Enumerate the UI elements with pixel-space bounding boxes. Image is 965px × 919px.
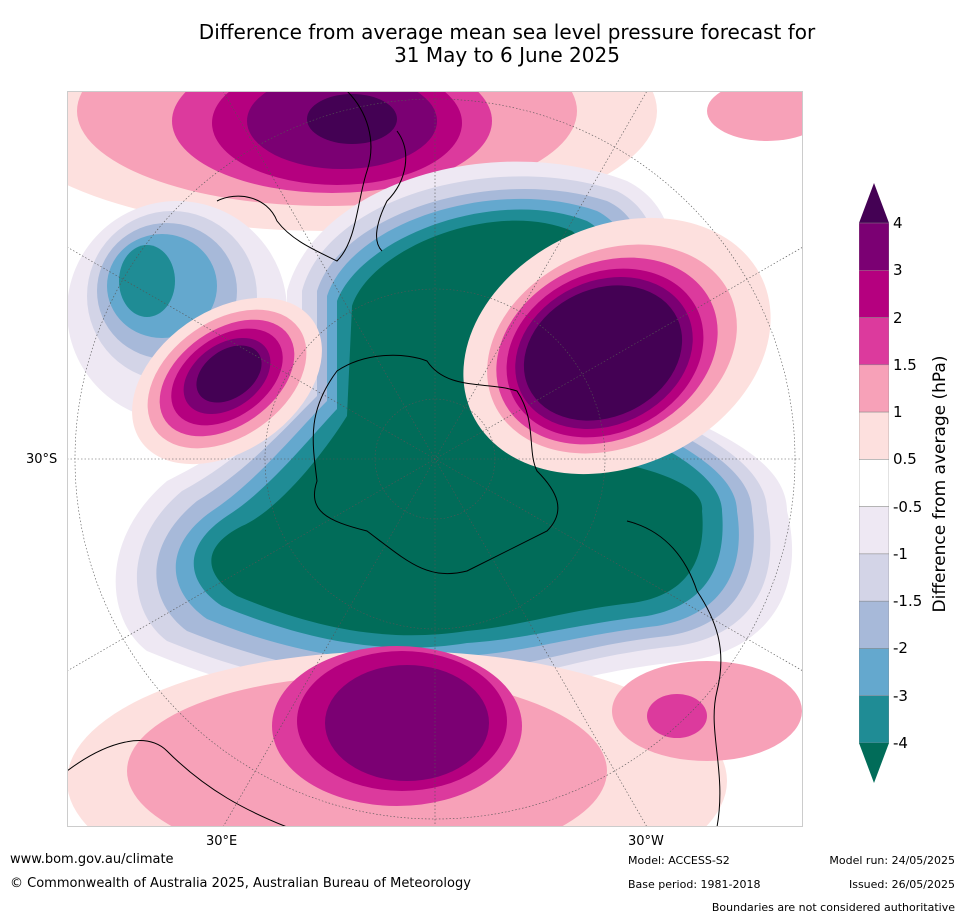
- graticule: [67, 91, 803, 827]
- lat-label-30s: 30°S: [26, 452, 58, 467]
- colorbar-tick-label: -1.5: [893, 592, 923, 611]
- colorbar: [859, 183, 889, 783]
- map-title: Difference from average mean sea level p…: [0, 21, 965, 67]
- colorbar-extend-min: [859, 743, 889, 783]
- colorbar-tick-label: 0.5: [893, 450, 917, 469]
- colorbar-block: [859, 364, 889, 413]
- title-line-1: Difference from average mean sea level p…: [198, 20, 816, 44]
- anomaly-pacific-high: [463, 217, 771, 475]
- coastlines: [67, 91, 722, 827]
- colorbar-label: Difference from average (hPa): [930, 355, 950, 613]
- colorbar-block: [859, 506, 889, 555]
- colorbar-block: [859, 459, 889, 507]
- lon-label-30w: 30°W: [628, 834, 664, 849]
- colorbar-block: [859, 695, 889, 744]
- colorbar-block: [859, 270, 889, 318]
- colorbar-tick-label: 4: [893, 214, 903, 232]
- colorbar-extend-max: [859, 183, 889, 223]
- disclaimer-text: Boundaries are not considered authoritat…: [711, 901, 955, 914]
- pressure-anomaly-map: [67, 91, 803, 827]
- colorbar-block: [859, 648, 889, 696]
- colorbar-tick-label: 1: [893, 403, 903, 422]
- map-svg: [67, 91, 803, 827]
- colorbar-block: [859, 222, 889, 271]
- colorbar-tick-label: -3: [893, 686, 908, 705]
- model-run-text: Model run: 24/05/2025: [829, 854, 955, 867]
- map-frame: [67, 91, 803, 827]
- colorbar-block: [859, 553, 889, 602]
- base-period-text: Base period: 1981-2018: [628, 878, 761, 891]
- colorbar-tick-label: -1: [893, 544, 908, 563]
- anomaly-indian-high: [132, 297, 322, 465]
- colorbar-block: [859, 317, 889, 366]
- lon-label-30e: 30°E: [206, 834, 238, 849]
- africa-coast: [67, 740, 288, 827]
- title-line-2: 31 May to 6 June 2025: [394, 43, 620, 67]
- copyright-text: © Commonwealth of Australia 2025, Austra…: [10, 876, 471, 891]
- colorbar-block: [859, 600, 889, 649]
- south-america-coast: [626, 520, 722, 827]
- model-text: Model: ACCESS-S2: [628, 854, 730, 867]
- colorbar-tick-label: -0.5: [893, 497, 923, 516]
- issued-text: Issued: 26/05/2025: [848, 878, 955, 891]
- colorbar-block: [859, 411, 889, 460]
- website-link[interactable]: www.bom.gov.au/climate: [10, 852, 174, 867]
- australia-coast: [216, 91, 372, 262]
- anomaly-atlantic-high: [67, 646, 802, 827]
- colorbar-tick-label: 1.5: [893, 355, 917, 374]
- colorbar-tick-label: 3: [893, 261, 903, 280]
- antarctica-coast: [312, 354, 559, 575]
- colorbar-tick-label: 2: [893, 308, 903, 327]
- colorbar-tick-label: -2: [893, 639, 908, 658]
- new-zealand-coast: [376, 130, 407, 252]
- colorbar-tick-label: -4: [893, 734, 908, 752]
